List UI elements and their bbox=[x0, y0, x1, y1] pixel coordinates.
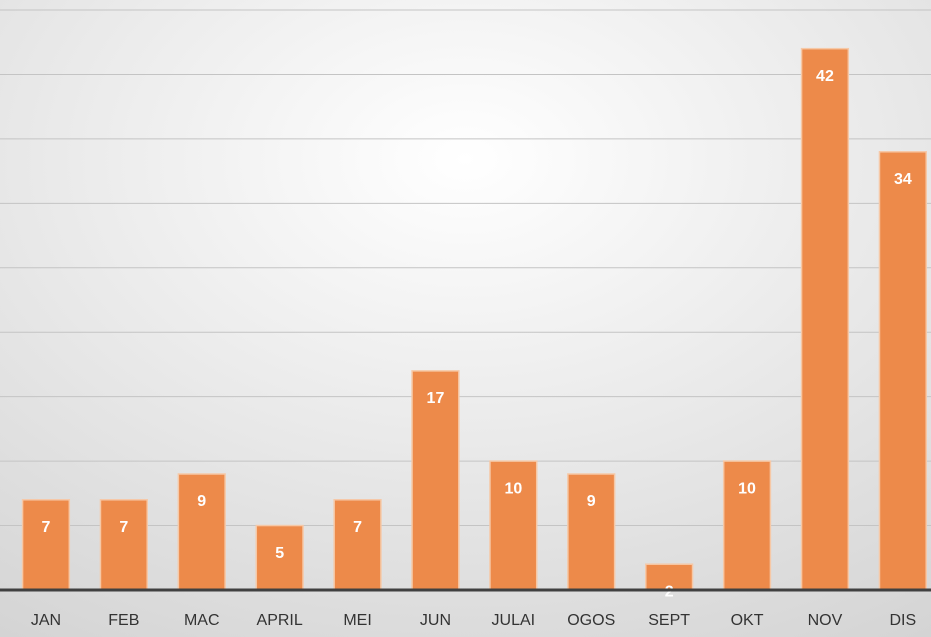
x-tick-label: NOV bbox=[808, 612, 843, 629]
value-label: 34 bbox=[894, 171, 912, 188]
value-label: 9 bbox=[587, 493, 596, 510]
x-tick-label: JUN bbox=[420, 612, 451, 629]
x-tick-label: JAN bbox=[31, 612, 61, 629]
bar bbox=[800, 47, 850, 591]
x-tick-label: FEB bbox=[108, 612, 139, 629]
value-label: 7 bbox=[41, 519, 50, 536]
bar bbox=[21, 499, 71, 591]
value-label: 7 bbox=[119, 519, 128, 536]
x-tick-label: OGOS bbox=[567, 612, 615, 629]
bar bbox=[177, 473, 226, 591]
bar bbox=[878, 151, 927, 591]
x-tick-label: JULAI bbox=[492, 612, 536, 629]
x-tick-label: MAC bbox=[184, 612, 220, 629]
x-tick-label: MEI bbox=[343, 612, 371, 629]
value-label: 9 bbox=[197, 493, 206, 510]
x-tick-label: SEPT bbox=[648, 612, 690, 629]
value-label: 5 bbox=[275, 545, 284, 562]
x-tick-label: APRIL bbox=[257, 612, 303, 629]
value-label: 10 bbox=[504, 480, 522, 497]
value-label: 17 bbox=[427, 390, 445, 407]
value-label: 42 bbox=[816, 68, 834, 85]
value-label: 7 bbox=[353, 519, 362, 536]
bar bbox=[255, 524, 304, 591]
value-label: 2 bbox=[665, 583, 674, 600]
value-label: 10 bbox=[738, 480, 756, 497]
x-tick-label: OKT bbox=[731, 612, 764, 629]
x-tick-label: DIS bbox=[890, 612, 917, 629]
bar bbox=[333, 499, 382, 591]
bar bbox=[99, 499, 148, 591]
bar bbox=[489, 460, 538, 591]
bar bbox=[567, 473, 616, 591]
bar bbox=[722, 460, 772, 591]
